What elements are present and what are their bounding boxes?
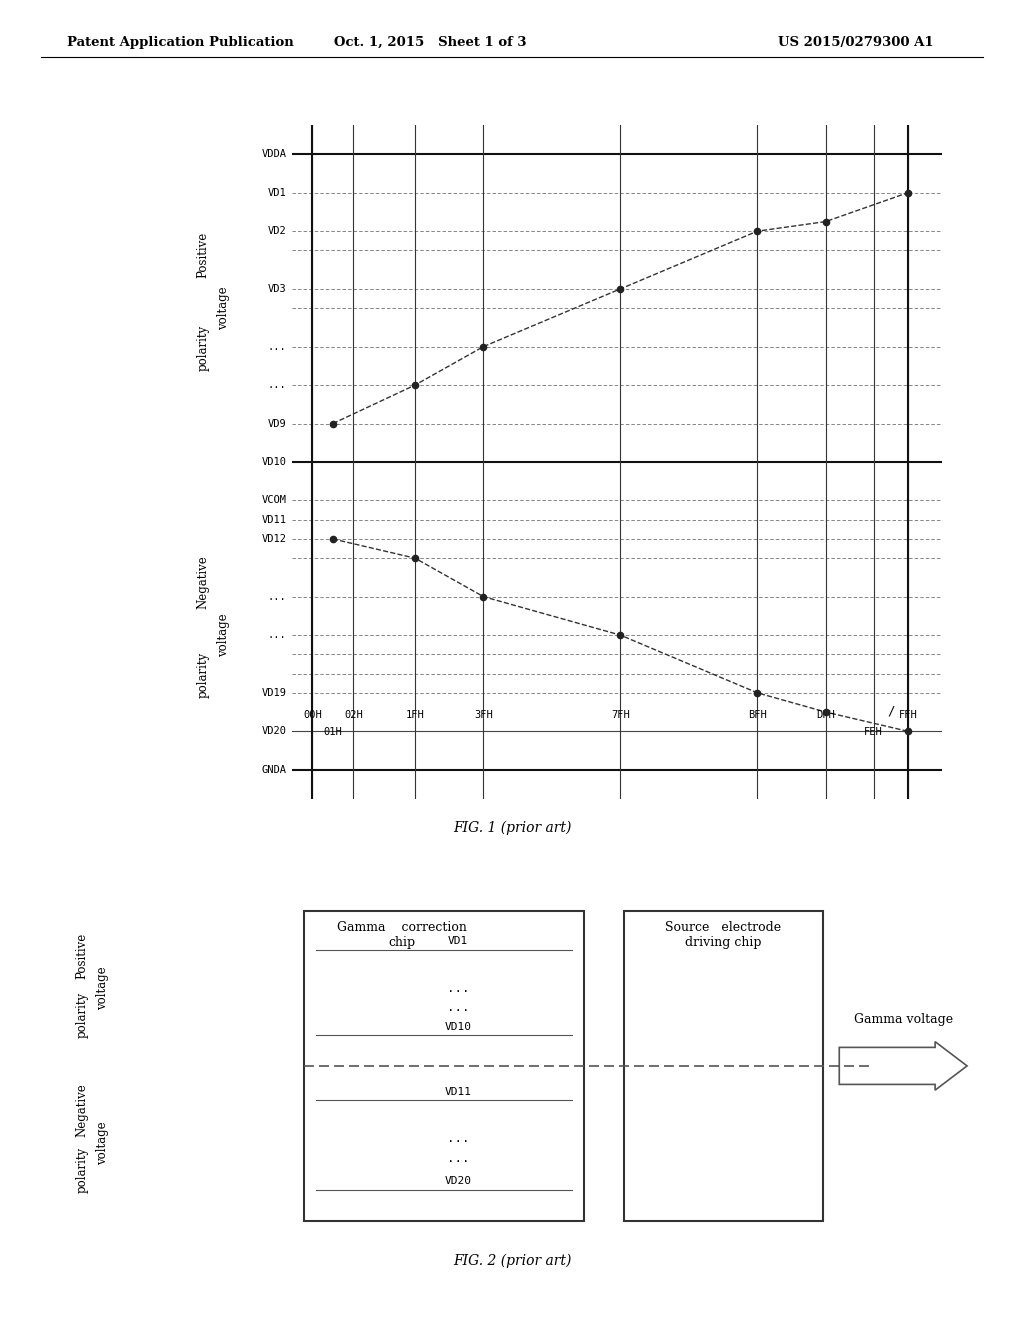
- Text: 3FH: 3FH: [474, 710, 493, 721]
- FancyArrow shape: [840, 1041, 967, 1090]
- Text: US 2015/0279300 A1: US 2015/0279300 A1: [778, 36, 934, 49]
- Text: VDDA: VDDA: [261, 149, 287, 160]
- Text: FIG. 2 (prior art): FIG. 2 (prior art): [453, 1254, 571, 1269]
- Text: ...: ...: [446, 982, 469, 995]
- Text: voltage: voltage: [96, 1122, 109, 1166]
- Text: VCOM: VCOM: [261, 495, 287, 506]
- Text: DFH: DFH: [816, 710, 836, 721]
- Text: ...: ...: [267, 342, 287, 351]
- Text: VD2: VD2: [267, 226, 287, 236]
- Text: VD11: VD11: [444, 1086, 471, 1097]
- Bar: [304, 911, 584, 1221]
- Text: Negative: Negative: [197, 556, 209, 610]
- Text: VD19: VD19: [261, 688, 287, 698]
- Text: /: /: [887, 705, 895, 717]
- Text: VD10: VD10: [444, 1022, 471, 1031]
- Text: FEH: FEH: [864, 727, 883, 738]
- Text: polarity: polarity: [197, 325, 209, 371]
- Text: Gamma voltage: Gamma voltage: [854, 1012, 952, 1026]
- Text: VD3: VD3: [267, 284, 287, 294]
- Text: polarity: polarity: [76, 991, 88, 1038]
- Text: 00H: 00H: [303, 710, 322, 721]
- Text: VD20: VD20: [444, 1176, 471, 1187]
- Text: VD11: VD11: [261, 515, 287, 525]
- Text: Positive: Positive: [197, 232, 209, 279]
- Text: polarity: polarity: [197, 652, 209, 698]
- Text: ...: ...: [446, 1001, 469, 1014]
- Text: ...: ...: [446, 1133, 469, 1146]
- Text: 1FH: 1FH: [406, 710, 424, 721]
- Text: Source   electrode
driving chip: Source electrode driving chip: [666, 921, 781, 949]
- Text: voltage: voltage: [217, 286, 229, 330]
- Text: VD1: VD1: [267, 187, 287, 198]
- Text: BFH: BFH: [748, 710, 767, 721]
- Text: GNDA: GNDA: [261, 764, 287, 775]
- Text: Positive: Positive: [76, 932, 88, 978]
- Text: Negative: Negative: [76, 1084, 88, 1138]
- Text: voltage: voltage: [96, 966, 109, 1010]
- Text: 7FH: 7FH: [611, 710, 630, 721]
- Text: FIG. 1 (prior art): FIG. 1 (prior art): [453, 821, 571, 836]
- Text: voltage: voltage: [217, 614, 229, 657]
- Text: Oct. 1, 2015   Sheet 1 of 3: Oct. 1, 2015 Sheet 1 of 3: [334, 36, 526, 49]
- Text: 02H: 02H: [344, 710, 362, 721]
- Text: 01H: 01H: [324, 727, 342, 738]
- Text: VD20: VD20: [261, 726, 287, 737]
- Text: VD12: VD12: [261, 533, 287, 544]
- Text: ...: ...: [267, 591, 287, 602]
- Text: VD10: VD10: [261, 457, 287, 467]
- Text: polarity: polarity: [76, 1147, 88, 1193]
- Bar: [624, 911, 823, 1221]
- Text: ...: ...: [446, 1152, 469, 1166]
- Text: VD9: VD9: [267, 418, 287, 429]
- Text: ...: ...: [267, 630, 287, 640]
- Text: Gamma    correction
chip: Gamma correction chip: [337, 921, 467, 949]
- Text: FFH: FFH: [898, 710, 918, 721]
- Text: ...: ...: [267, 380, 287, 391]
- Text: VD1: VD1: [447, 936, 468, 946]
- Text: Patent Application Publication: Patent Application Publication: [67, 36, 293, 49]
